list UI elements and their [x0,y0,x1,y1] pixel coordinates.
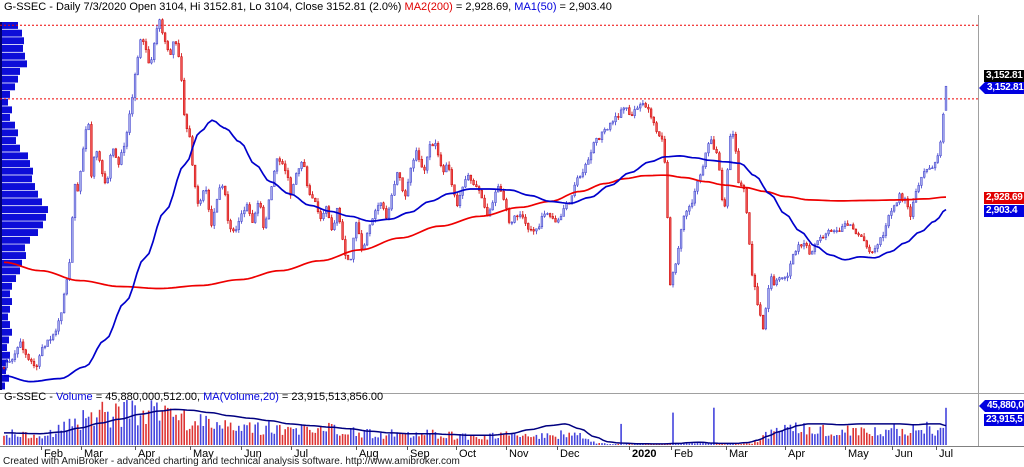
x-axis: Feb Mar Apr May Jun Jul Aug Sep Oct Nov Dec 2020 Feb… [0,448,1024,460]
x-axis-label: Mar [84,448,103,460]
x-axis-label: Mar [729,448,748,460]
x-axis-label: Feb [44,448,63,460]
x-axis-label: Jul [939,448,954,460]
volume-title-label: Volume [55,391,93,403]
x-axis-label: Jul [294,448,309,460]
last-price-label: 3,152.81 [985,82,1024,94]
last-price-arrow-icon [979,82,985,94]
ma50-value-label: 2,903.4 [984,205,1024,217]
ma200-title-label: MA2(200) [404,1,453,13]
volume-title-value: = 45,880,000,512.00, [92,391,204,403]
x-axis-label: Jun [244,448,262,460]
ma50-title-label: MA1(50) [514,1,557,13]
x-axis-label: May [193,448,214,460]
x-axis-label: Apr [788,448,806,460]
volume-ma-value-label: 23,915,5 [984,414,1024,426]
x-axis-label: Sep [410,448,430,460]
volume-ma-title-value: = 23,915,513,856.00 [278,391,384,403]
x-axis-label: Nov [509,448,529,460]
x-axis-label: Feb [674,448,693,460]
price-pane-title: G-SSEC - Daily 7/3/2020 Open 3104, Hi 31… [4,1,612,13]
x-axis-label: Aug [359,448,379,460]
ma200-value-label: 2,928.69 [984,192,1024,204]
volume-title-prefix: G-SSEC - [4,391,56,403]
footer-credit: Created with AmiBroker - advanced charti… [3,456,460,467]
volume-pane-title: G-SSEC - Volume = 45,880,000,512.00, MA(… [4,391,383,403]
ma200-title-value: = 2,928.69, [452,1,515,13]
x-axis-label: Jun [895,448,913,460]
session-high-label: 3,152.81 [984,70,1024,82]
ma50-title-value: = 2,903.40 [556,1,612,13]
x-axis-label: Dec [560,448,580,460]
x-axis-label: Oct [459,448,477,460]
price-title-main: G-SSEC - Daily 7/3/2020 Open 3104, Hi 31… [4,1,405,13]
x-axis-label: 2020 [632,448,657,460]
x-axis-label: May [848,448,869,460]
volume-value-arrow-icon [979,400,985,412]
x-axis-label: Apr [138,448,156,460]
volume-ma-title-label: MA(Volume,20) [203,391,279,403]
volume-value-label: 45,880,00 [985,400,1024,412]
